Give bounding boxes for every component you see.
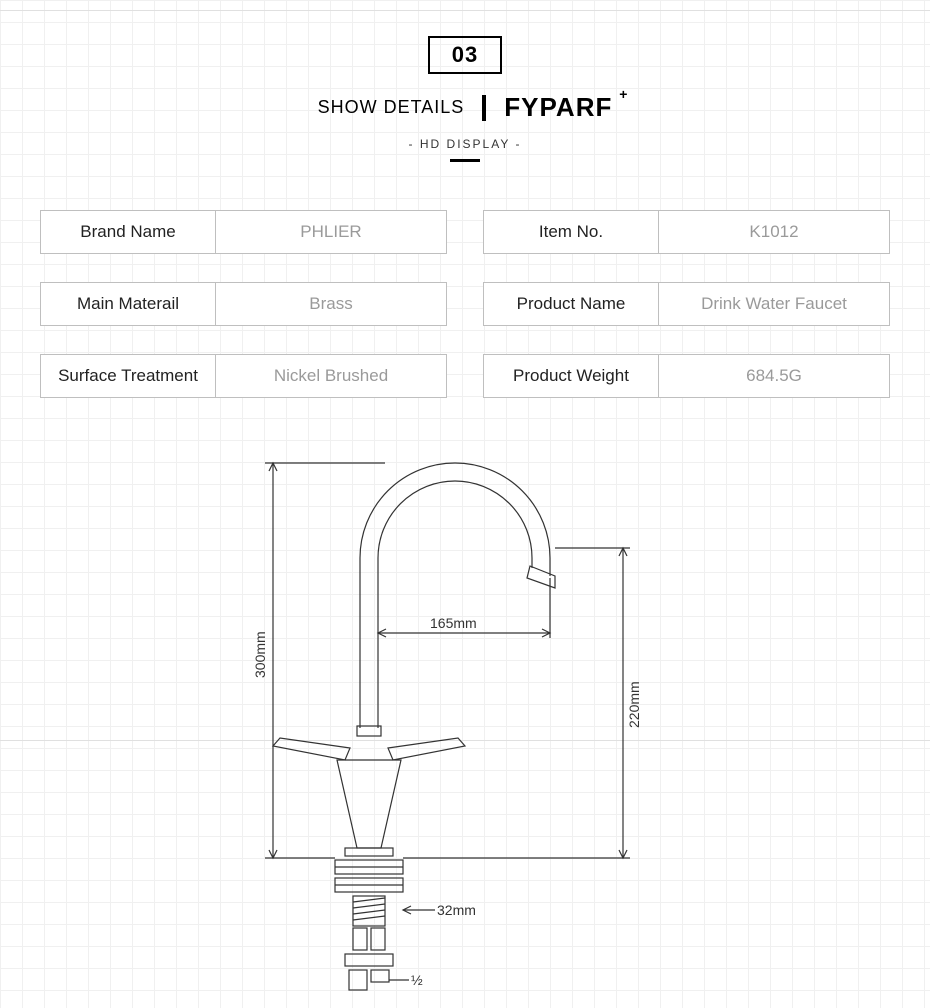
spec-value: 684.5G bbox=[659, 355, 889, 397]
brand-name: FYPARF + bbox=[504, 92, 612, 123]
spec-value: Nickel Brushed bbox=[216, 355, 446, 397]
spec-row: Product Weight 684.5G bbox=[483, 354, 890, 398]
section-number: 03 bbox=[428, 36, 502, 74]
spec-label: Item No. bbox=[484, 211, 659, 253]
subtitle: - HD DISPLAY - bbox=[0, 137, 930, 151]
spec-table: Brand Name PHLIER Item No. K1012 Main Ma… bbox=[0, 162, 930, 398]
spec-value: Drink Water Faucet bbox=[659, 283, 889, 325]
spec-row: Main Materail Brass bbox=[40, 282, 447, 326]
dim-spout-reach: 165mm bbox=[430, 615, 477, 631]
spec-label: Product Name bbox=[484, 283, 659, 325]
spec-row: Product Name Drink Water Faucet bbox=[483, 282, 890, 326]
dim-base-dia: 32mm bbox=[437, 902, 476, 918]
title-row: SHOW DETAILS FYPARF + bbox=[0, 92, 930, 123]
title-left: SHOW DETAILS bbox=[318, 97, 465, 118]
brand-sup: + bbox=[619, 86, 628, 102]
header-block: 03 SHOW DETAILS FYPARF + - HD DISPLAY - bbox=[0, 0, 930, 162]
page-divider bbox=[0, 10, 930, 11]
title-divider bbox=[482, 95, 486, 121]
spec-row: Brand Name PHLIER bbox=[40, 210, 447, 254]
dim-spout-height: 220mm bbox=[626, 681, 642, 728]
spec-label: Brand Name bbox=[41, 211, 216, 253]
spec-value: Brass bbox=[216, 283, 446, 325]
dim-thread: ½ bbox=[411, 972, 423, 988]
spec-value: K1012 bbox=[659, 211, 889, 253]
brand-text: FYPARF bbox=[504, 92, 612, 122]
spec-label: Product Weight bbox=[484, 355, 659, 397]
dim-height-total: 300mm bbox=[252, 631, 268, 678]
spec-value: PHLIER bbox=[216, 211, 446, 253]
spec-row: Item No. K1012 bbox=[483, 210, 890, 254]
spec-label: Surface Treatment bbox=[41, 355, 216, 397]
faucet-svg: 300mm 165mm 220mm 32mm ½ bbox=[185, 428, 745, 1008]
spec-row: Surface Treatment Nickel Brushed bbox=[40, 354, 447, 398]
spec-label: Main Materail bbox=[41, 283, 216, 325]
product-diagram: 300mm 165mm 220mm 32mm ½ bbox=[185, 428, 745, 1008]
